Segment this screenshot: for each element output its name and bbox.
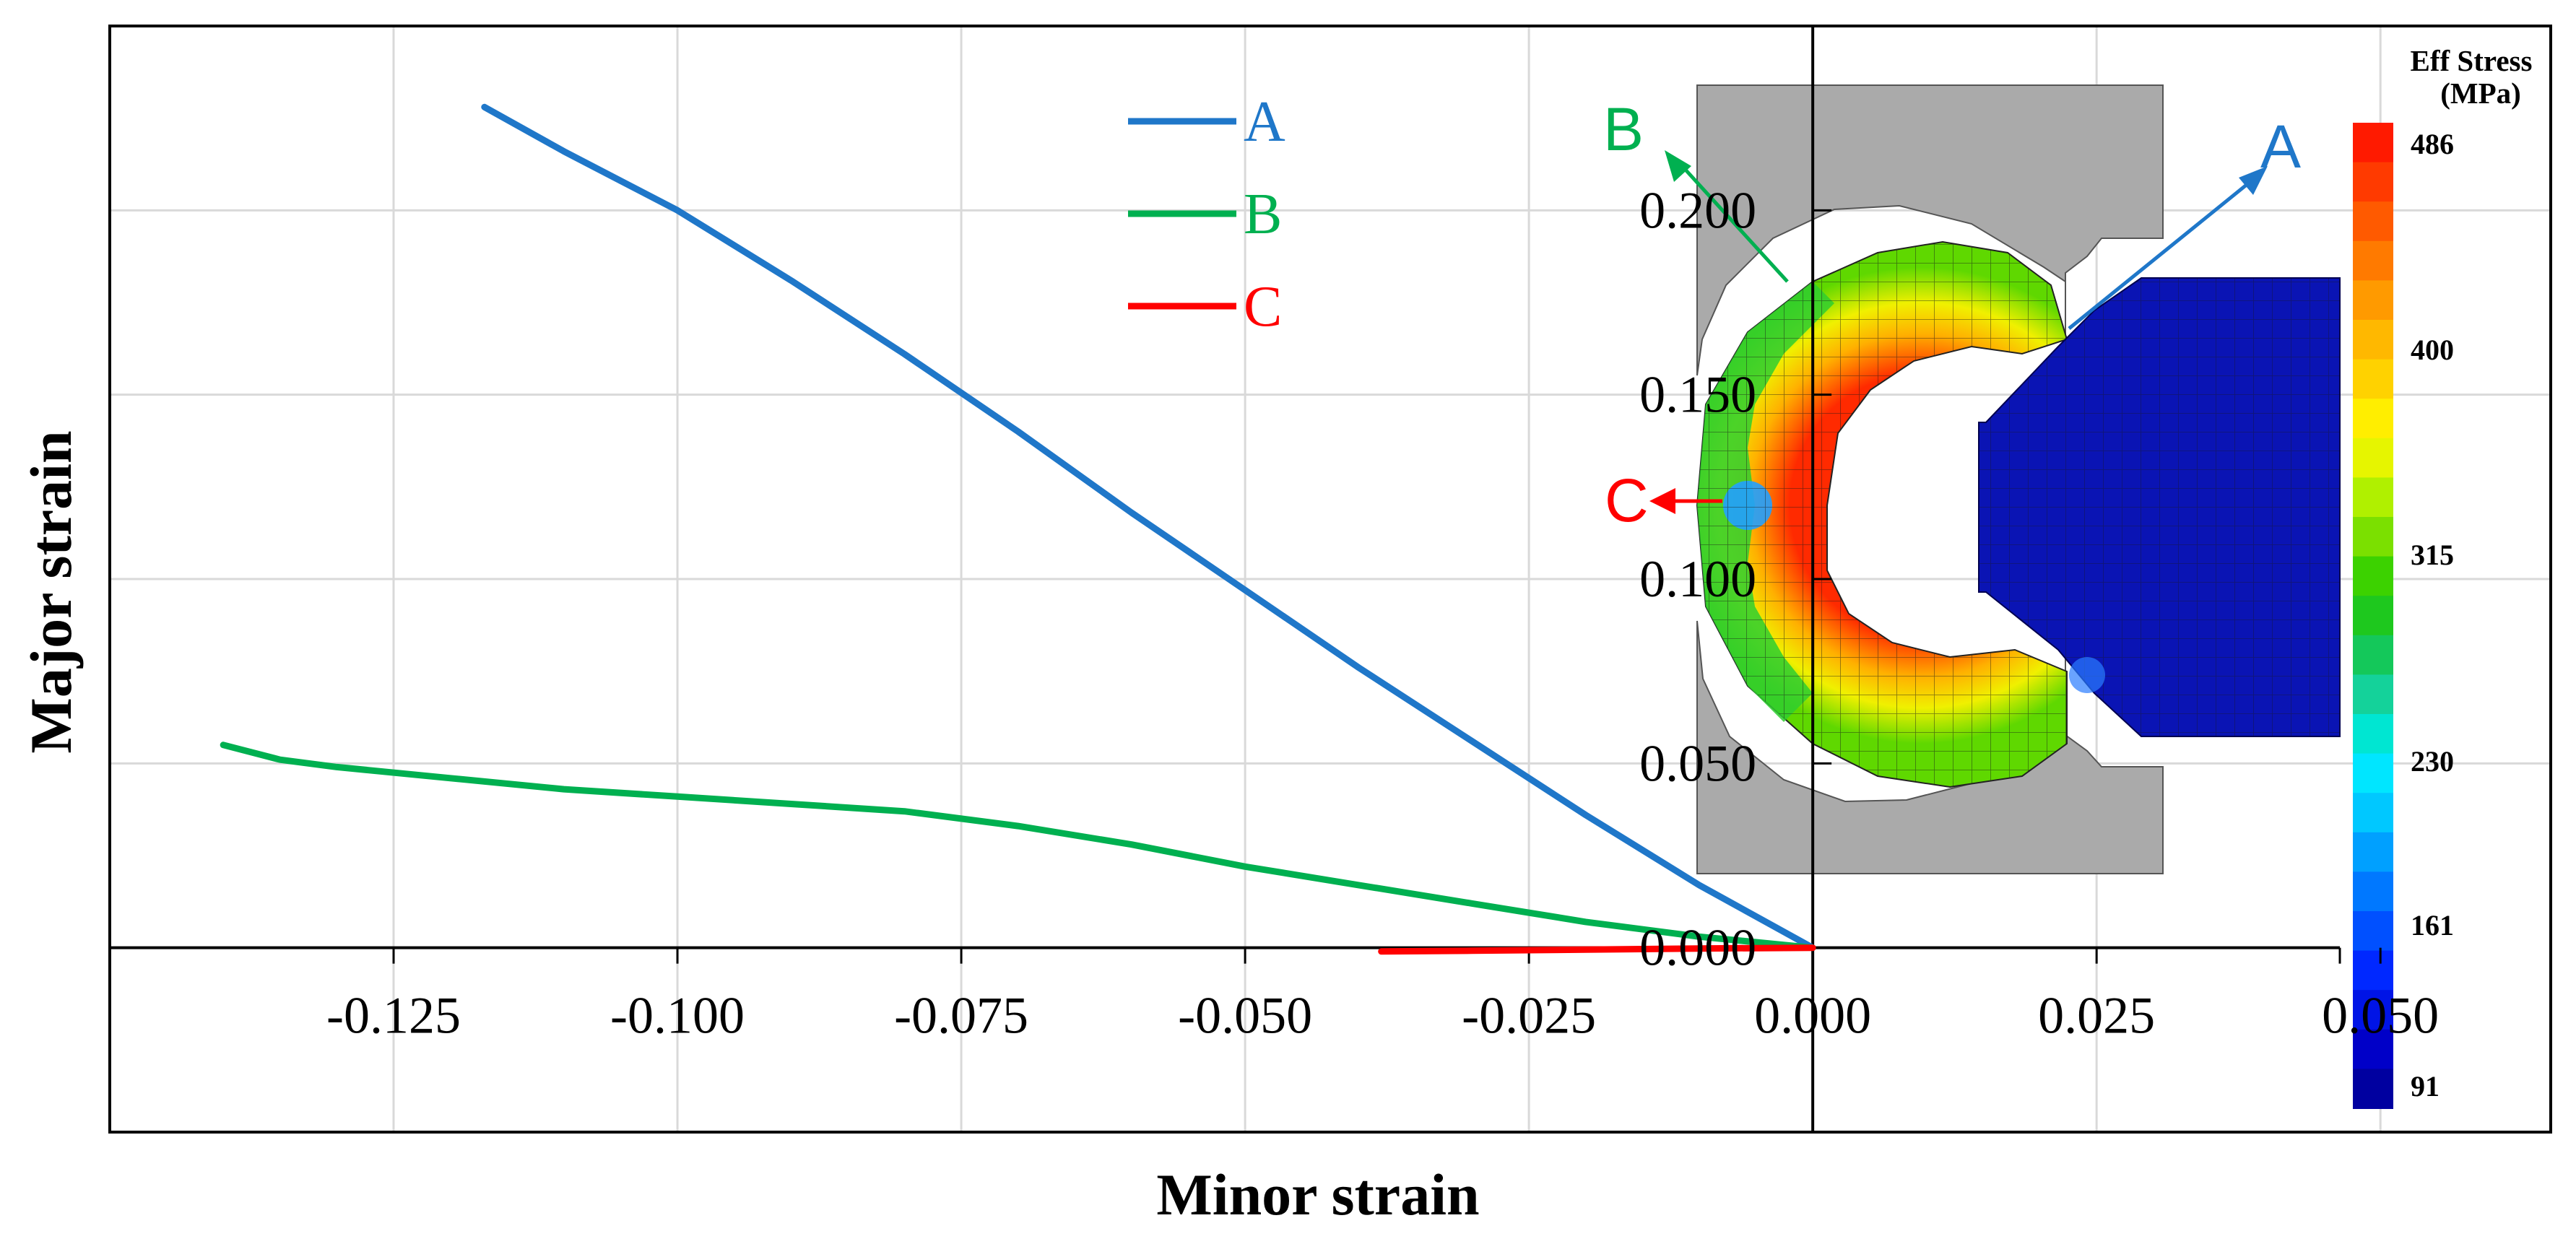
colorbar-cell — [2353, 1069, 2393, 1109]
colorbar-cell — [2353, 714, 2393, 754]
specimen-mesh — [1697, 242, 2067, 787]
die-body — [1696, 84, 2164, 874]
colorbar-cell — [2353, 793, 2393, 833]
legend-label-a: A — [1244, 90, 1285, 154]
colorbar-tick-400: 400 — [2411, 334, 2454, 366]
colorbar-cell — [2353, 635, 2393, 676]
colorbar-cell — [2353, 596, 2393, 636]
colorbar-cell — [2353, 359, 2393, 400]
y-axis-title: Major strain — [18, 430, 84, 753]
x-tick-label: -0.100 — [610, 987, 745, 1045]
x-tick-label: -0.125 — [326, 987, 461, 1045]
x-tick-label: -0.075 — [894, 987, 1028, 1045]
fem-label-c: C — [1605, 466, 1649, 534]
colorbar — [2353, 123, 2393, 1109]
x-tick-label: 0.025 — [2038, 987, 2155, 1045]
arrow-b — [1675, 159, 1789, 283]
colorbar-cell — [2353, 753, 2393, 794]
colorbar-cell — [2353, 990, 2393, 1030]
y-tick-label: 0.100 — [1639, 550, 1756, 608]
arrow-a — [2068, 173, 2260, 330]
colorbar-cell — [2353, 556, 2393, 597]
colorbar-cell — [2353, 911, 2393, 952]
punch-light-spot — [2069, 657, 2105, 693]
y-tick-label: 0.000 — [1639, 919, 1756, 977]
colorbar-cell — [2353, 674, 2393, 715]
colorbar-cell — [2353, 320, 2393, 360]
legend-label-c: C — [1244, 275, 1282, 339]
data-series — [220, 103, 1816, 955]
arrow-a-head — [2239, 166, 2268, 195]
fem-label-b: B — [1603, 95, 1644, 163]
arrow-c-head — [1649, 488, 1675, 514]
plot-frame — [108, 25, 2552, 1134]
colorbar-cell — [2353, 950, 2393, 991]
y-tick-label: 0.050 — [1639, 734, 1756, 792]
colorbar-cell — [2353, 240, 2393, 282]
x-tick-label: -0.050 — [1178, 987, 1312, 1045]
colorbar-cell — [2353, 438, 2393, 479]
legend-label-b: B — [1244, 183, 1282, 246]
colorbar-cell — [2353, 1029, 2393, 1070]
colorbar-title-line2: (MPa) — [2440, 77, 2521, 110]
colorbar-cell — [2353, 123, 2393, 163]
colorbar-cell — [2353, 871, 2393, 912]
colorbar-cell — [2353, 832, 2393, 873]
colorbar-title-line1: Eff Stress — [2411, 44, 2533, 77]
colorbar-tick-486: 486 — [2411, 128, 2454, 160]
punch-mesh — [1979, 278, 2340, 736]
colorbar-cell — [2353, 201, 2393, 242]
x-tick-label: 0.000 — [1754, 987, 1871, 1045]
colorbar-tick-315: 315 — [2411, 539, 2454, 571]
series-line-c — [1378, 944, 1816, 955]
colorbar-tick-91: 91 — [2411, 1070, 2440, 1102]
colorbar-cell — [2353, 162, 2393, 203]
colorbar-cell — [2353, 477, 2393, 518]
series-line-b — [220, 741, 1816, 952]
x-tick-label: 0.050 — [2322, 987, 2439, 1045]
y-tick-label: 0.150 — [1639, 366, 1756, 424]
tick-labels: -0.125 -0.100 -0.075 -0.050 -0.025 0.000 0.025… — [326, 181, 2439, 1044]
x-axis-title: Minor strain — [1156, 1162, 1479, 1227]
legend: ABC — [1128, 90, 1285, 339]
colorbar-tick-161: 161 — [2411, 909, 2454, 941]
fem-label-a: A — [2260, 113, 2301, 180]
fem-inset: A B C Eff Stress (MPa) 486 400 315 230 1… — [1603, 44, 2532, 1109]
series-line-a — [481, 103, 1816, 952]
colorbar-cell — [2353, 399, 2393, 439]
colorbar-tick-230: 230 — [2411, 745, 2454, 778]
y-tick-label: 0.200 — [1639, 181, 1756, 239]
x-tick-label: -0.025 — [1462, 987, 1596, 1045]
arrow-b-head — [1665, 150, 1691, 182]
colorbar-cell — [2353, 280, 2393, 321]
colorbar-cell — [2353, 517, 2393, 557]
